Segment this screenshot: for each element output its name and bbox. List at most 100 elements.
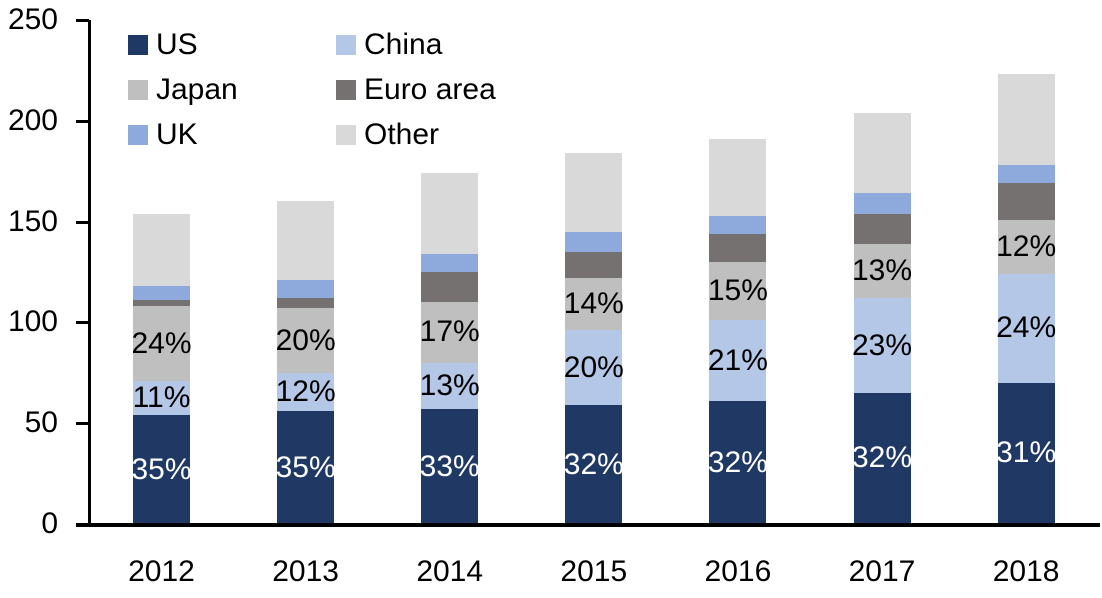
bar-segment-label: 12% (996, 229, 1057, 263)
bar-segment-label: 35% (131, 452, 192, 486)
legend-swatch-icon (128, 79, 148, 100)
legend-label: US (156, 27, 198, 61)
y-axis-tick (76, 119, 89, 123)
bar-segment (709, 320, 767, 401)
y-axis-tick-label: 100 (7, 305, 58, 339)
legend-row: Japan Euro area (128, 67, 544, 112)
bar-segment (997, 74, 1055, 166)
bar-segment-label: 20% (563, 350, 624, 384)
bar-segment (277, 280, 335, 299)
y-axis-line (88, 20, 91, 527)
bar-segment (853, 213, 911, 244)
bar-segment (853, 298, 911, 393)
legend-item: US (128, 28, 336, 62)
bar-segment-label: 11% (132, 381, 191, 414)
bar-segment (565, 153, 623, 232)
legend-swatch-icon (128, 34, 148, 55)
bar-segment-label: 21% (707, 343, 768, 377)
y-axis-tick-label: 200 (7, 103, 58, 137)
legend-item: Euro area (336, 73, 544, 107)
bar-segment (277, 411, 335, 524)
bar-segment-label: 14% (563, 287, 624, 321)
bar-segment-label: 31% (996, 436, 1057, 470)
y-axis-tick (76, 220, 89, 224)
y-axis-tick-label: 50 (24, 406, 58, 440)
bar-segment (997, 382, 1055, 524)
bar-segment (853, 193, 911, 214)
bar-segment (133, 380, 190, 416)
bar-segment (421, 272, 479, 303)
bar-segment (133, 415, 190, 524)
bar-segment-label: 17% (419, 315, 480, 349)
chart-legend: US China Japan Euro area UK Other (128, 22, 544, 157)
legend-item: China (336, 28, 544, 62)
bar-segment (997, 274, 1055, 383)
legend-label: China (364, 27, 443, 61)
y-axis-tick (76, 321, 89, 325)
bar-segment (565, 251, 623, 279)
legend-item: Japan (128, 73, 336, 107)
bar-segment (421, 173, 479, 254)
legend-label: Other (364, 117, 440, 151)
bar-segment (133, 213, 190, 287)
legend-label: Euro area (364, 72, 496, 106)
bar-segment (421, 409, 479, 524)
bar-segment (853, 392, 911, 524)
x-axis-line (76, 523, 1100, 527)
y-axis-tick (76, 422, 89, 426)
bar-segment (277, 201, 335, 281)
bar-segment (709, 215, 767, 234)
y-axis-tick-label: 0 (41, 507, 58, 540)
x-axis-tick-label: 2015 (560, 555, 628, 588)
bar-segment-label: 32% (851, 441, 913, 475)
legend-row: US China (128, 22, 544, 67)
bar-segment (133, 306, 190, 381)
bar-segment (421, 302, 479, 363)
legend-swatch-icon (336, 124, 356, 145)
bar-segment (133, 286, 190, 301)
bar-segment-label: 24% (996, 311, 1057, 345)
bar-segment (565, 278, 623, 331)
x-axis-tick-label: 2013 (272, 555, 339, 588)
bar-segment (709, 401, 767, 524)
bar-segment (421, 362, 479, 410)
bar-segment-label: 24% (131, 326, 192, 360)
legend-label: Japan (156, 72, 238, 106)
bar-segment-label: 32% (707, 445, 768, 479)
bar-segment (277, 372, 335, 412)
y-axis-tick-label: 250 (7, 3, 58, 36)
legend-row: UK Other (128, 112, 544, 157)
bar-segment (709, 138, 767, 216)
bar-segment (997, 165, 1055, 184)
bar-segment-label: 20% (275, 323, 336, 357)
bar-segment (709, 261, 767, 321)
legend-label: UK (156, 117, 198, 151)
bar-segment-label: 15% (707, 274, 768, 308)
x-axis-tick-label: 2014 (416, 555, 484, 588)
y-axis-tick (76, 19, 89, 22)
legend-swatch-icon (336, 79, 356, 100)
bar-segment-label: 13% (419, 368, 480, 402)
bar-segment-label: 32% (563, 447, 624, 481)
bar-segment-label: 23% (851, 328, 913, 362)
bar-segment (565, 231, 623, 252)
x-axis-tick-label: 2016 (704, 555, 772, 588)
bar-segment-label: 12% (275, 374, 336, 408)
bar-segment (853, 243, 911, 299)
bar-segment-label: 33% (419, 449, 480, 483)
bar-segment-label: 13% (851, 253, 913, 287)
bar-segment (421, 253, 479, 272)
legend-item: UK (128, 118, 336, 152)
legend-item: Other (336, 118, 544, 152)
legend-swatch-icon (128, 124, 148, 145)
x-axis-tick-label: 2018 (992, 555, 1060, 588)
legend-swatch-icon (336, 34, 356, 55)
bar-segment (709, 233, 767, 262)
bar-segment (997, 183, 1055, 220)
bar-segment (997, 219, 1055, 274)
bar-segment (565, 330, 623, 406)
bar-segment (277, 308, 335, 373)
y-axis-tick-label: 150 (7, 204, 58, 238)
x-axis-tick-label: 2017 (848, 555, 916, 588)
